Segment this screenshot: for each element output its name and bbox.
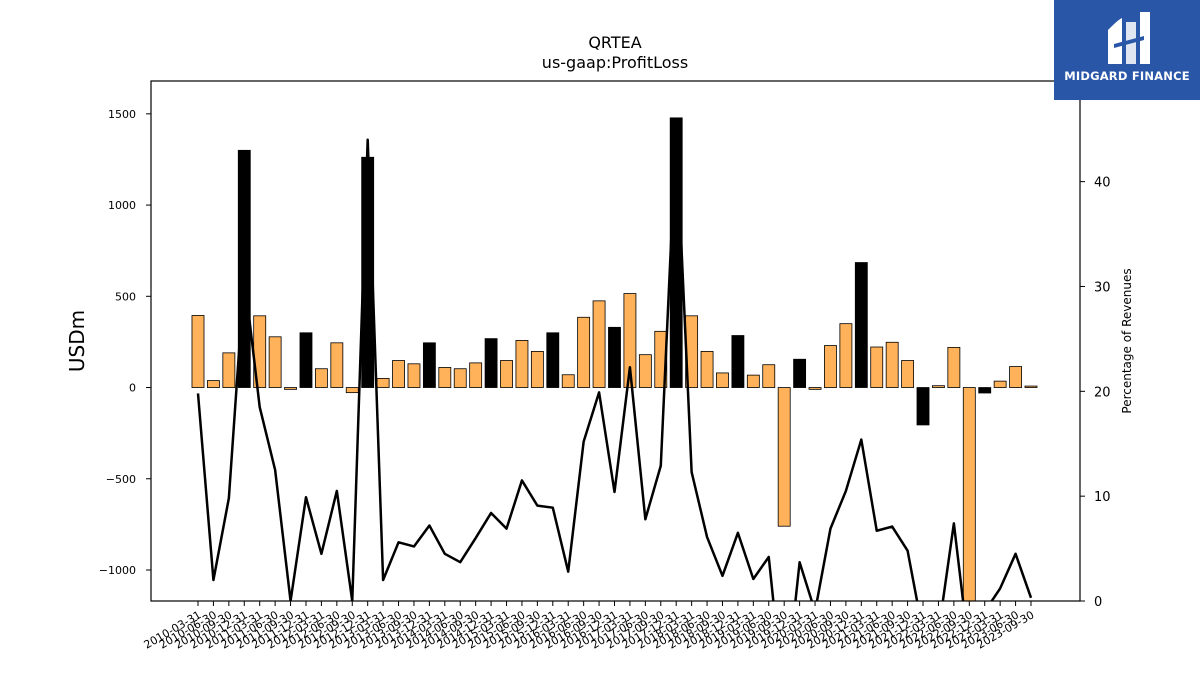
bar-2016-03-31 [561, 374, 575, 388]
bar-2018-09-30 [716, 372, 729, 388]
bar-2021-06-30 [885, 341, 899, 388]
y-tick-label: −1000 [99, 564, 136, 577]
y-axis-right: 0 10 20 30 40 [1080, 176, 1111, 610]
chart-subtitle: us-gaap:ProfitLoss [542, 53, 688, 72]
bar-2016-12-31 [608, 326, 621, 388]
y-axis-left: −1000 −500 0 500 1000 1500 [99, 108, 151, 577]
y-right-tick-label: 30 [1094, 280, 1111, 295]
y-tick-label: 500 [115, 290, 136, 303]
bar-2010-09-30 [222, 352, 236, 388]
y-axis-label: USDm [65, 310, 89, 372]
bar-2014-03-31 [438, 367, 452, 388]
bar-2016-06-30 [577, 316, 591, 388]
brand-logo: MIDGARD FINANCE [1054, 0, 1200, 100]
y-right-tick-label: 20 [1094, 385, 1111, 400]
percentage-line [196, 130, 1033, 601]
bar-2011-09-30 [284, 387, 297, 390]
bar-2011-06-30 [268, 336, 282, 388]
bar-2012-03-31 [314, 368, 328, 388]
bar-2021-12-31 [916, 387, 930, 426]
bar-2020-03-31 [808, 387, 822, 390]
bar-2013-06-30 [392, 360, 405, 388]
chart-title: QRTEA [588, 33, 641, 52]
bar-2015-09-30 [530, 350, 544, 388]
bar-2018-12-31 [731, 335, 745, 388]
y-tick-label: 0 [129, 382, 136, 395]
bar-2015-06-30 [515, 340, 529, 388]
bar-2012-09-30 [345, 387, 359, 394]
bar-2019-03-31 [746, 374, 760, 388]
bar-2020-12-31 [854, 262, 868, 388]
y-axis-right-label: Percentage of Revenues [1120, 268, 1134, 413]
bar-2016-09-30 [592, 300, 606, 388]
y-right-tick-label: 0 [1094, 595, 1102, 610]
bar-2013-03-31 [376, 377, 390, 388]
y-tick-label: 1000 [108, 199, 136, 212]
bar-2019-06-30 [762, 364, 776, 388]
bar-2011-12-31 [299, 332, 313, 388]
bar-2015-03-31 [500, 360, 513, 388]
bar-2022-12-31 [978, 387, 992, 394]
bar-2023-06-30 [1009, 366, 1022, 388]
bar-2022-06-30 [947, 346, 961, 388]
y-tick-label: 1500 [108, 108, 136, 121]
bar-2014-12-31 [484, 338, 498, 388]
bar-2010-03-31 [191, 315, 205, 388]
bar-2021-03-31 [870, 346, 884, 388]
bar-2014-09-30 [469, 362, 483, 388]
bar-2014-06-30 [453, 368, 467, 388]
bar-2019-09-30 [777, 387, 791, 527]
bar-2013-12-31 [422, 342, 436, 388]
y-tick-label: −500 [106, 473, 136, 486]
x-axis: 2010-03-312010-06-302010-09-302010-12-31… [142, 601, 1037, 652]
bar-2017-03-31 [623, 293, 637, 388]
brand-name: MIDGARD FINANCE [1064, 69, 1190, 83]
bar-2022-09-30 [962, 387, 976, 601]
bar-2018-06-30 [700, 350, 714, 388]
logo-mark-icon [1108, 12, 1150, 64]
bar-2013-09-30 [407, 363, 421, 388]
percentage-of-revenues-line [196, 130, 1033, 601]
bar-2020-06-30 [824, 345, 837, 388]
bar-2015-12-31 [546, 332, 560, 388]
y-right-tick-label: 40 [1094, 176, 1111, 191]
bar-2020-09-30 [839, 323, 853, 388]
bar-2023-03-31 [993, 380, 1007, 388]
bar-2022-03-31 [932, 385, 945, 388]
plot-frame [150, 80, 1081, 602]
bar-2023-09-30 [1024, 385, 1038, 388]
bars [191, 117, 1038, 601]
bar-2010-06-30 [207, 380, 220, 388]
y-right-tick-label: 10 [1094, 490, 1111, 505]
bar-2019-12-31 [793, 358, 807, 388]
bar-2021-09-30 [901, 360, 915, 388]
bar-2017-06-30 [638, 354, 652, 388]
bar-2012-06-30 [330, 342, 344, 388]
